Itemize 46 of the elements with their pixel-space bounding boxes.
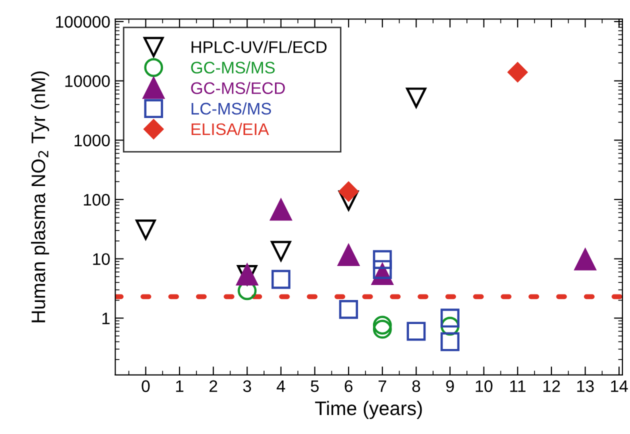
x-tick-label: 10 <box>476 380 492 392</box>
y-tick-label: 100000 <box>56 16 110 28</box>
point <box>372 320 392 339</box>
point <box>440 332 460 352</box>
point <box>440 308 460 328</box>
point <box>406 88 426 108</box>
y-tick-label: 1000 <box>74 134 110 146</box>
point <box>136 220 156 240</box>
point <box>440 316 460 336</box>
point <box>339 300 358 319</box>
point <box>272 270 290 289</box>
x-tick-label: 5 <box>310 380 319 392</box>
legend-label: LC-MS/MS <box>192 102 272 115</box>
y-tick-label: 100 <box>84 194 110 206</box>
x-tick-label: 1 <box>176 380 184 392</box>
x-axis-title: Time (years) <box>315 400 422 420</box>
point <box>270 198 292 221</box>
point <box>338 244 360 266</box>
x-tick-label: 11 <box>510 380 526 392</box>
point <box>508 62 528 82</box>
legend-label: GC-MS/ECD <box>191 82 285 94</box>
point <box>372 250 392 270</box>
x-tick-label: 14 <box>611 380 628 392</box>
x-tick-label: 2 <box>210 380 218 392</box>
legend-label: GC-MS/MS <box>191 61 275 74</box>
x-tick-label: 3 <box>243 380 252 392</box>
x-tick-label: 0 <box>142 380 150 392</box>
x-tick-label: 7 <box>378 380 386 392</box>
x-tick-label: 12 <box>543 380 560 392</box>
y-axis-title: Human plasma NO$_{2}$ Tyr (nM) <box>30 71 50 322</box>
y-tick-label: 10 <box>93 253 110 266</box>
legend-label: ELISA/EIA <box>192 122 269 136</box>
point <box>372 316 392 335</box>
point <box>406 322 426 341</box>
x-tick-label: 13 <box>577 380 594 392</box>
x-tick-label: 8 <box>412 380 420 392</box>
x-tick-label: 9 <box>446 380 454 392</box>
point <box>574 248 596 270</box>
point <box>338 182 359 202</box>
x-tick-label: 4 <box>276 380 286 392</box>
y-tick-label: 1 <box>102 312 110 324</box>
point <box>338 190 359 211</box>
x-tick-label: 6 <box>344 380 352 392</box>
y-tick-label: 10000 <box>65 75 110 88</box>
legend-label: HPLC-UV/FL/ECD <box>192 40 327 54</box>
point <box>270 240 292 262</box>
